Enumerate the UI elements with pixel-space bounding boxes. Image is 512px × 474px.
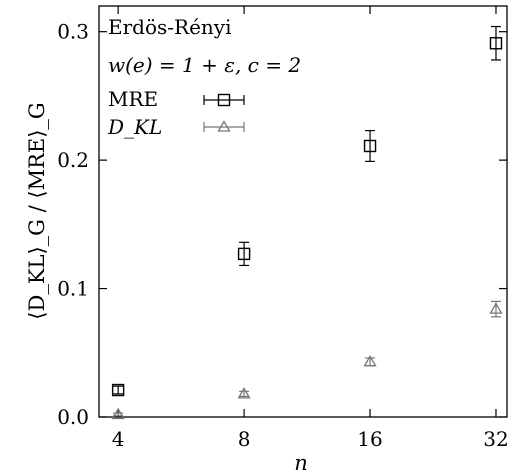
point-1-0 — [111, 407, 125, 420]
point-0-0 — [111, 383, 125, 397]
point-1-3 — [489, 302, 503, 314]
annotation-weights: w(e) = 1 + ε, c = 2 — [108, 53, 301, 77]
y-axis-title: ⟨D_KL⟩_G / ⟨MRE⟩_G — [25, 102, 49, 319]
legend-marker-0 — [217, 93, 231, 107]
legend-key-dkl — [203, 120, 245, 132]
series-layer — [111, 25, 503, 420]
y-axis: 0.0 0.1 0.2 0.3 — [57, 20, 507, 429]
legend-label-mre: MRE — [108, 87, 158, 111]
point-1-1 — [237, 387, 251, 399]
legend-key-mre — [203, 93, 245, 107]
y-tick-label-0: 0.0 — [57, 405, 89, 429]
annotation-model: Erdös-Rényi — [108, 15, 232, 39]
series-0 — [111, 25, 503, 397]
point-0-1 — [237, 247, 251, 261]
x-tick-label-16: 16 — [357, 427, 382, 451]
x-tick-label-8: 8 — [238, 427, 251, 451]
legend-label-dkl: D_KL — [107, 115, 162, 139]
y-tick-label-0.3: 0.3 — [57, 20, 89, 44]
point-0-2 — [363, 139, 377, 153]
x-axis-title: n — [294, 451, 308, 474]
series-1 — [111, 300, 503, 420]
legend-marker-1 — [217, 120, 231, 132]
y-tick-label-0.1: 0.1 — [57, 277, 89, 301]
point-0-3 — [489, 37, 503, 50]
x-tick-label-32: 32 — [483, 427, 508, 451]
plot-frame — [98, 5, 508, 418]
point-1-2 — [363, 354, 377, 367]
y-tick-label-0.2: 0.2 — [57, 148, 89, 172]
x-tick-label-4: 4 — [112, 427, 125, 451]
x-axis: 4 8 16 32 — [112, 6, 509, 451]
legend: Erdös-Rényi w(e) = 1 + ε, c = 2 MRE D_KL — [107, 15, 301, 139]
